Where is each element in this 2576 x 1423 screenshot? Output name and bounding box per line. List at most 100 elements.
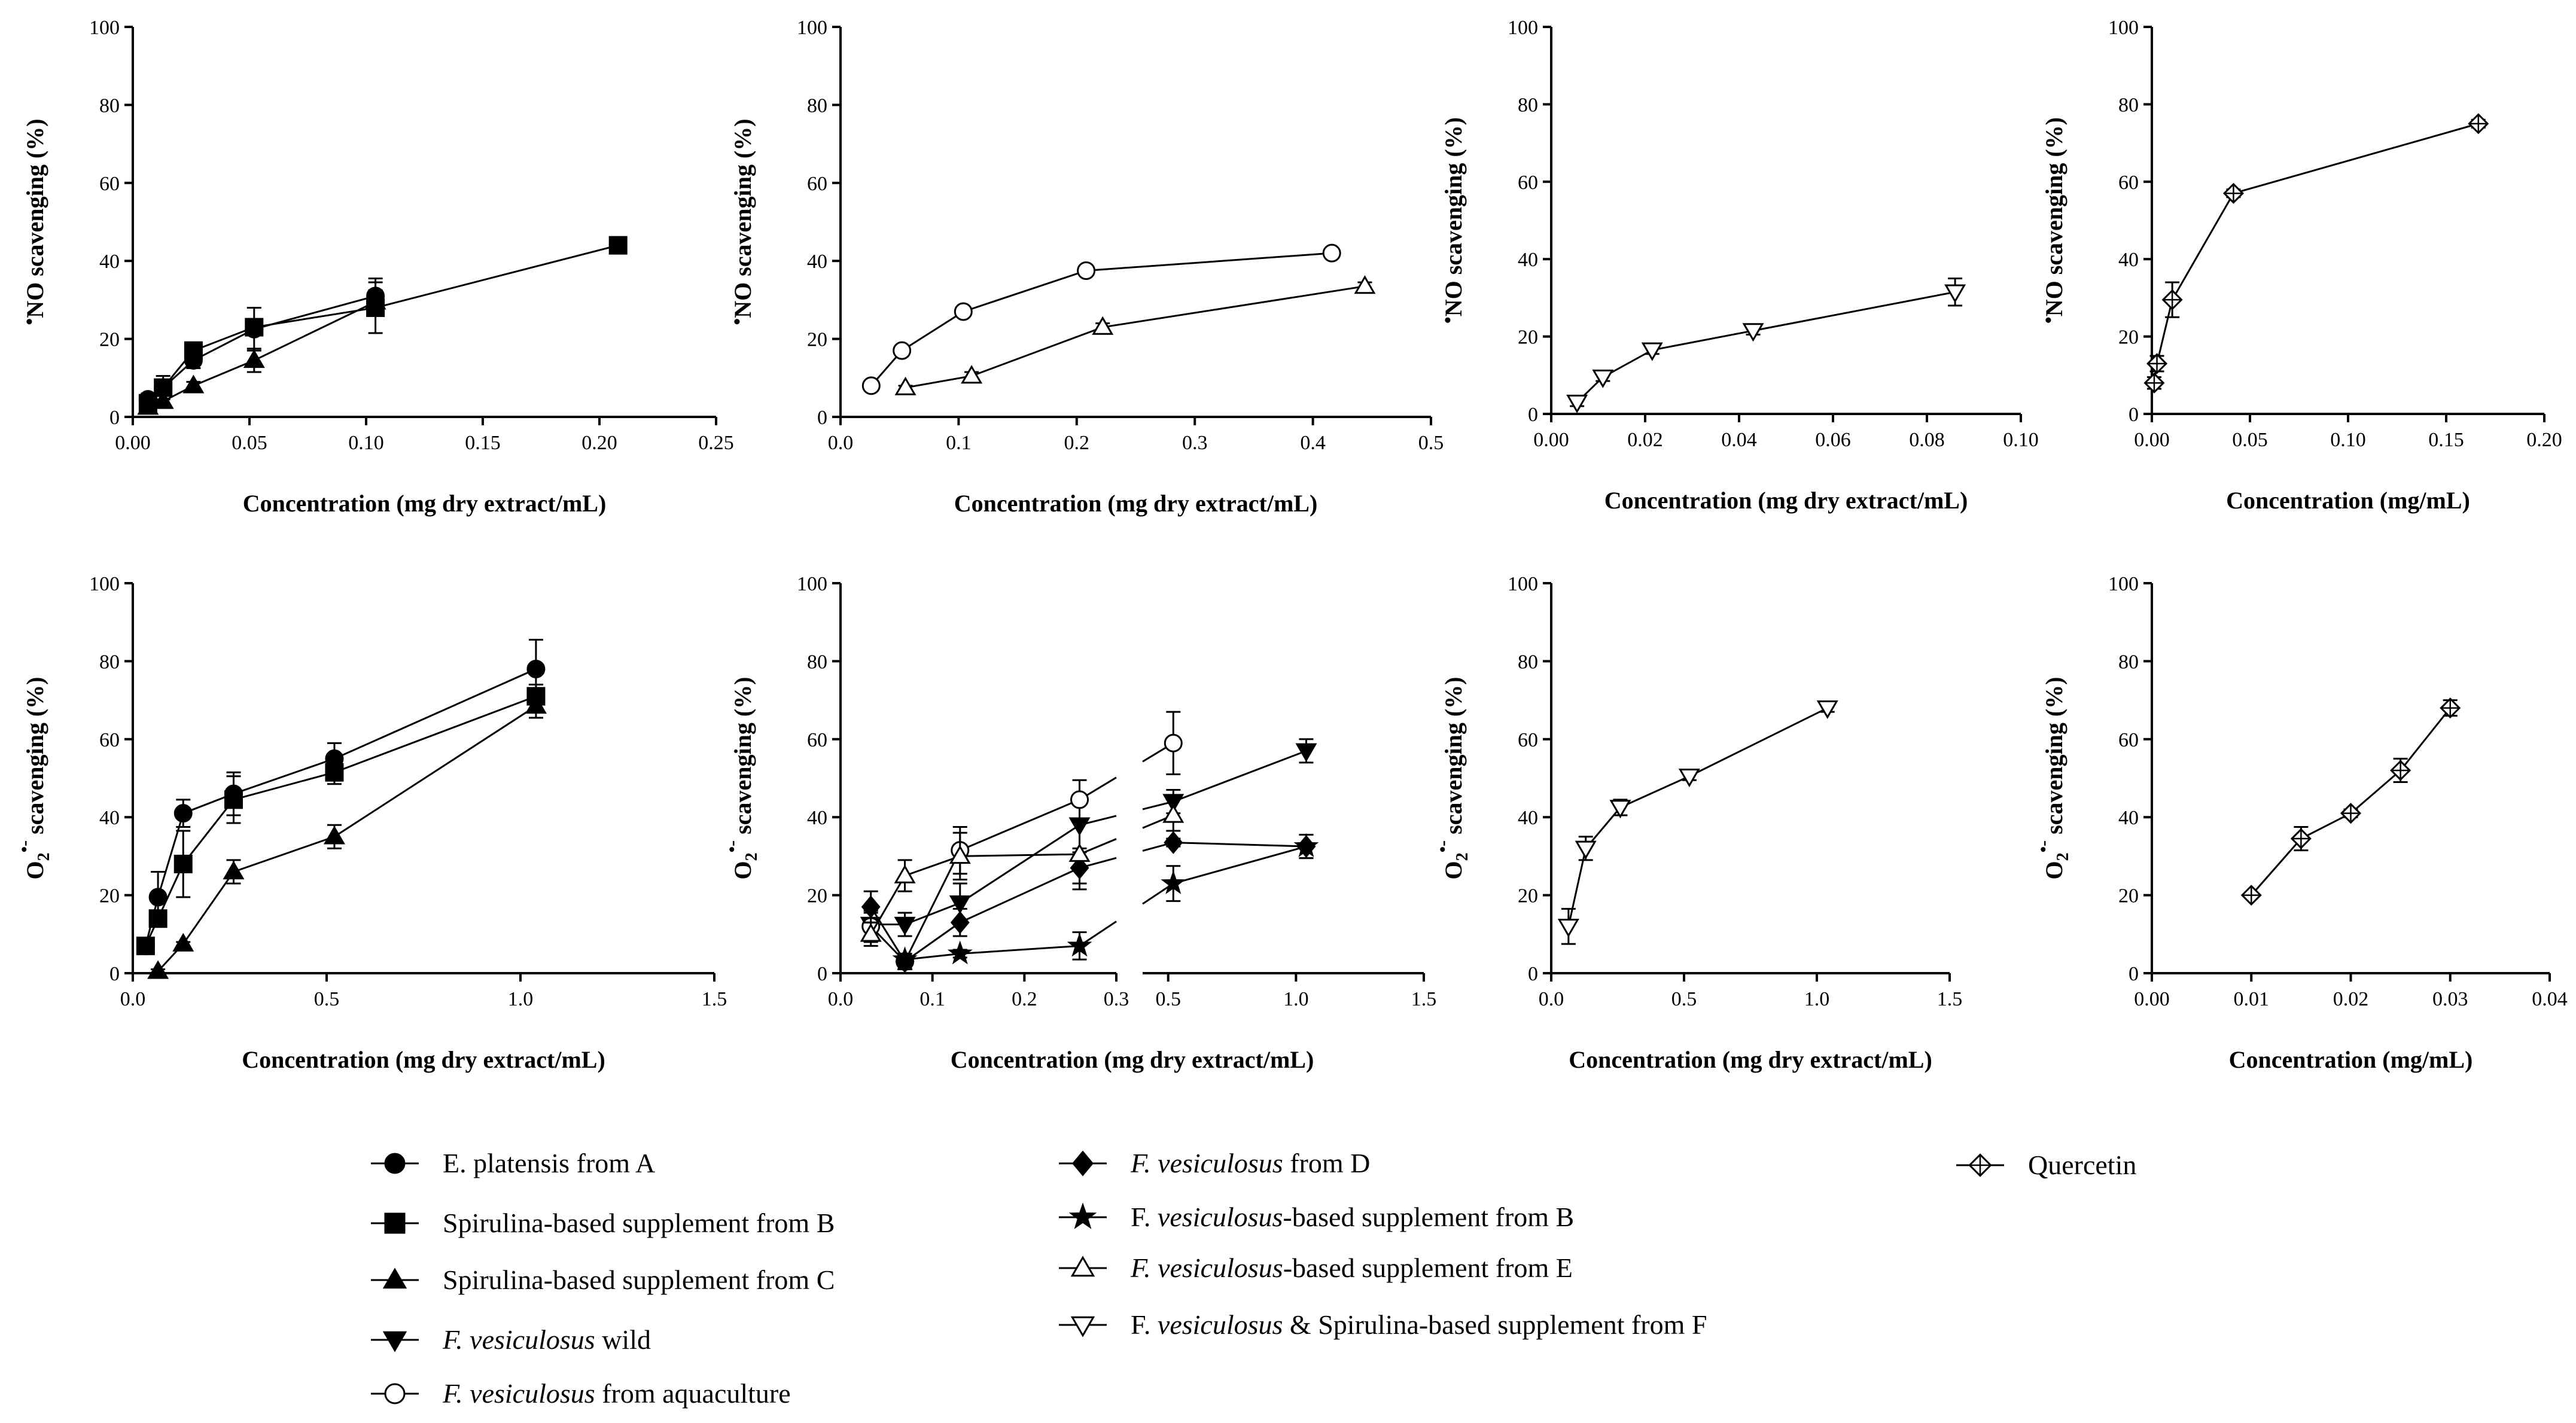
data-point	[1161, 870, 1186, 894]
legend-marker	[1068, 1202, 1097, 1229]
y-tick-label: 20	[99, 329, 120, 351]
series-triangle-down-open	[1557, 700, 1838, 945]
x-tick-label: 0.1	[919, 988, 945, 1010]
chart-o2-quercetin: 0 20 40 60 80 100 0.00 0.01 0.02 0.03 0.04 Concentr…	[2033, 573, 2568, 1073]
series-line	[905, 944, 1080, 961]
x-tick-label: 0.08	[1909, 429, 1945, 451]
x-tick-label: 0.0	[828, 988, 854, 1010]
data-point	[1742, 323, 1764, 342]
chart-no-mix: 0 20 40 60 80 100 0.00 0.02 0.04 0.06 0.08 0.10 Conc…	[1437, 17, 2039, 514]
y-axis-title: O2•- scavenging (%)	[722, 677, 761, 880]
x-tick-label: 0.2	[1012, 988, 1037, 1010]
x-tick-label: 1.5	[1937, 988, 1963, 1010]
x-tick-label: 1.0	[1283, 988, 1309, 1010]
legend-item-w: F. vesiculosus wild	[371, 1324, 651, 1355]
series-triangle-filled	[137, 289, 386, 415]
series-line	[145, 695, 537, 946]
y-tick-label: 60	[2118, 729, 2139, 751]
data-point	[861, 376, 881, 395]
y-tick-label: 20	[807, 329, 827, 351]
series-diamond-filled	[861, 831, 1316, 973]
data-point	[893, 341, 912, 360]
data-point	[608, 236, 628, 255]
y-axis-title: •NO scavenging (%)	[19, 118, 48, 325]
data-point	[1557, 919, 1579, 938]
y-tick-label: 80	[99, 95, 120, 117]
y-tick-label: 80	[807, 95, 827, 117]
y-tick-label: 80	[1518, 94, 1538, 116]
legend-marker	[384, 1383, 406, 1404]
data-point	[1092, 316, 1114, 335]
data-point	[894, 864, 916, 883]
legend: E. platensis from A Spirulina-based suppl…	[371, 1148, 2136, 1409]
x-axis-title: Concentration (mg dry extract/mL)	[1569, 1046, 1932, 1073]
legend-item-f: F. vesiculosus & Spirulina-based supplem…	[1059, 1309, 1707, 1340]
x-tick-label: 1.5	[1411, 988, 1437, 1010]
x-tick-label: 0.02	[2333, 988, 2369, 1010]
data-point	[950, 911, 970, 934]
legend-marker	[1070, 1256, 1095, 1277]
y-tick-label: 20	[2118, 327, 2139, 349]
series-line	[147, 301, 376, 409]
y-tick-label: 80	[2118, 94, 2139, 116]
data-point	[223, 861, 245, 880]
data-point	[173, 804, 193, 823]
data-point	[949, 845, 971, 864]
data-point	[1164, 733, 1183, 752]
data-point	[2222, 182, 2244, 204]
series-circle-filled	[136, 639, 546, 955]
x-tick-label: 0.3	[1104, 988, 1129, 1010]
legend-marker	[382, 1331, 407, 1352]
legend-marker	[384, 1153, 406, 1174]
x-axis-title: Concentration (mg dry extract/mL)	[954, 490, 1318, 517]
data-point	[147, 960, 169, 979]
y-tick-label: 0	[1528, 404, 1538, 426]
y-tick-label: 60	[99, 173, 120, 195]
x-tick-label: 0.5	[314, 988, 340, 1010]
series-star-filled	[892, 833, 1319, 971]
data-point	[1293, 833, 1319, 857]
series-line	[1173, 845, 1307, 885]
chart-no-quercetin: 0 20 40 60 80 100 0.00 0.05 0.10 0.15 0.20 Concentr…	[2038, 17, 2562, 514]
y-tick-label: 60	[99, 729, 120, 751]
x-tick-label: 1.0	[1804, 988, 1830, 1010]
series-square-filled	[138, 236, 628, 413]
y-tick-label: 0	[109, 407, 120, 429]
x-tick-label: 0.04	[1721, 429, 1757, 451]
y-tick-label: 0	[2129, 963, 2139, 985]
legend-item-aq: F. vesiculosus from aquaculture	[371, 1378, 791, 1409]
chart-o2-mix: 0 20 40 60 80 100 0.0 0.5 1.0 1.5 Concentration (m…	[1433, 573, 1962, 1073]
data-point	[954, 302, 973, 321]
y-tick-label: 100	[1508, 17, 1538, 39]
series-triangle-open	[894, 275, 1376, 395]
data-point	[148, 888, 168, 907]
x-tick-label: 0.0	[828, 432, 854, 454]
data-point	[1678, 769, 1700, 788]
y-tick-label: 0	[817, 407, 827, 429]
y-tick-label: 80	[1518, 651, 1538, 673]
legend-item-q: Quercetin	[1956, 1150, 2136, 1180]
series-line	[1173, 842, 1307, 848]
legend-label: F. vesiculosus-based supplement from E	[1130, 1253, 1573, 1283]
data-point	[2143, 372, 2165, 394]
y-tick-label: 20	[1518, 885, 1538, 907]
y-axis-title: •NO scavenging (%)	[2038, 117, 2068, 324]
x-tick-label: 0.4	[1300, 432, 1326, 454]
x-tick-label: 0.10	[2330, 429, 2366, 451]
y-tick-label: 0	[109, 963, 120, 985]
x-tick-label: 0.15	[465, 432, 501, 454]
data-point	[2390, 760, 2411, 781]
data-point	[1295, 743, 1317, 762]
y-tick-label: 0	[2129, 404, 2139, 426]
data-point	[136, 936, 155, 955]
data-point	[243, 349, 265, 368]
data-point	[2290, 828, 2312, 849]
series-circle-open	[861, 711, 1183, 971]
data-point	[526, 659, 546, 678]
data-point	[961, 365, 983, 384]
x-tick-label: 0.10	[348, 432, 384, 454]
series-circle-open	[861, 243, 1341, 395]
y-tick-label: 0	[1528, 963, 1538, 985]
series-line	[905, 285, 1365, 389]
